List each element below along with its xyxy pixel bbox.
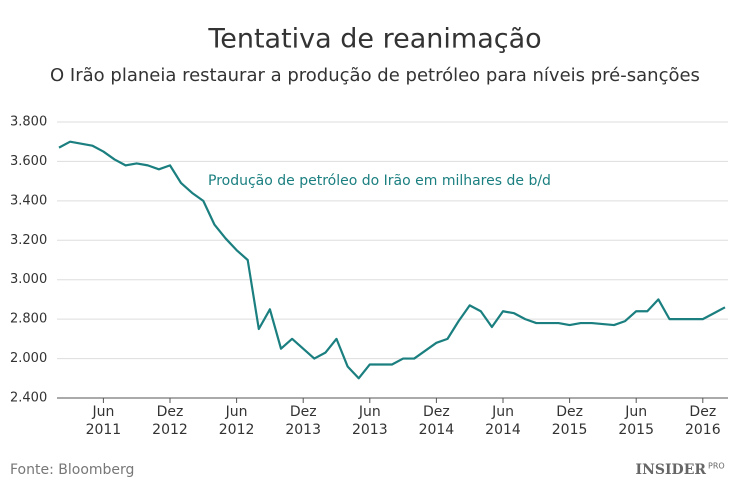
line bbox=[58, 140, 726, 380]
source: Fonte: Bloomberg bbox=[10, 462, 134, 478]
x-tick-label: Jun 2011 bbox=[85, 404, 122, 438]
x-tick-label: Dez 2013 bbox=[285, 404, 321, 438]
y-tick-label: 2.400 bbox=[10, 391, 47, 406]
y-tick-label: 3.200 bbox=[10, 233, 47, 248]
brand: INSIDER bbox=[636, 462, 707, 478]
y-tick-label: 3.400 bbox=[10, 193, 47, 208]
x-tick-label: Dez 2016 bbox=[684, 404, 721, 438]
y-tick-label: 3.800 bbox=[10, 115, 47, 130]
y-tick-label: 2.800 bbox=[10, 312, 47, 327]
x-tick-label: Jun 2013 bbox=[351, 404, 388, 438]
brand-tag: PRO bbox=[708, 462, 725, 471]
chart-subtitle: O Irão planeia restaurar a produção de p… bbox=[50, 65, 700, 86]
y-tick-label: 2.000 bbox=[10, 351, 47, 366]
x-tick-label: Jun 2014 bbox=[485, 404, 521, 438]
chart-title: Tentativa de reanimação bbox=[207, 24, 541, 55]
annotation: Produção de petróleo do Irão em milhares… bbox=[208, 173, 551, 189]
x-tick-label: Dez 2012 bbox=[152, 404, 188, 438]
x-tick-label: Jun 2015 bbox=[618, 404, 654, 438]
y-tick-label: 3.000 bbox=[10, 272, 47, 287]
x-tick-label: Jun 2012 bbox=[218, 404, 255, 438]
y-tick-label: 3.600 bbox=[10, 154, 47, 169]
x-tick-label: Dez 2015 bbox=[551, 404, 588, 438]
x-tick-label: Dez 2014 bbox=[418, 404, 455, 438]
